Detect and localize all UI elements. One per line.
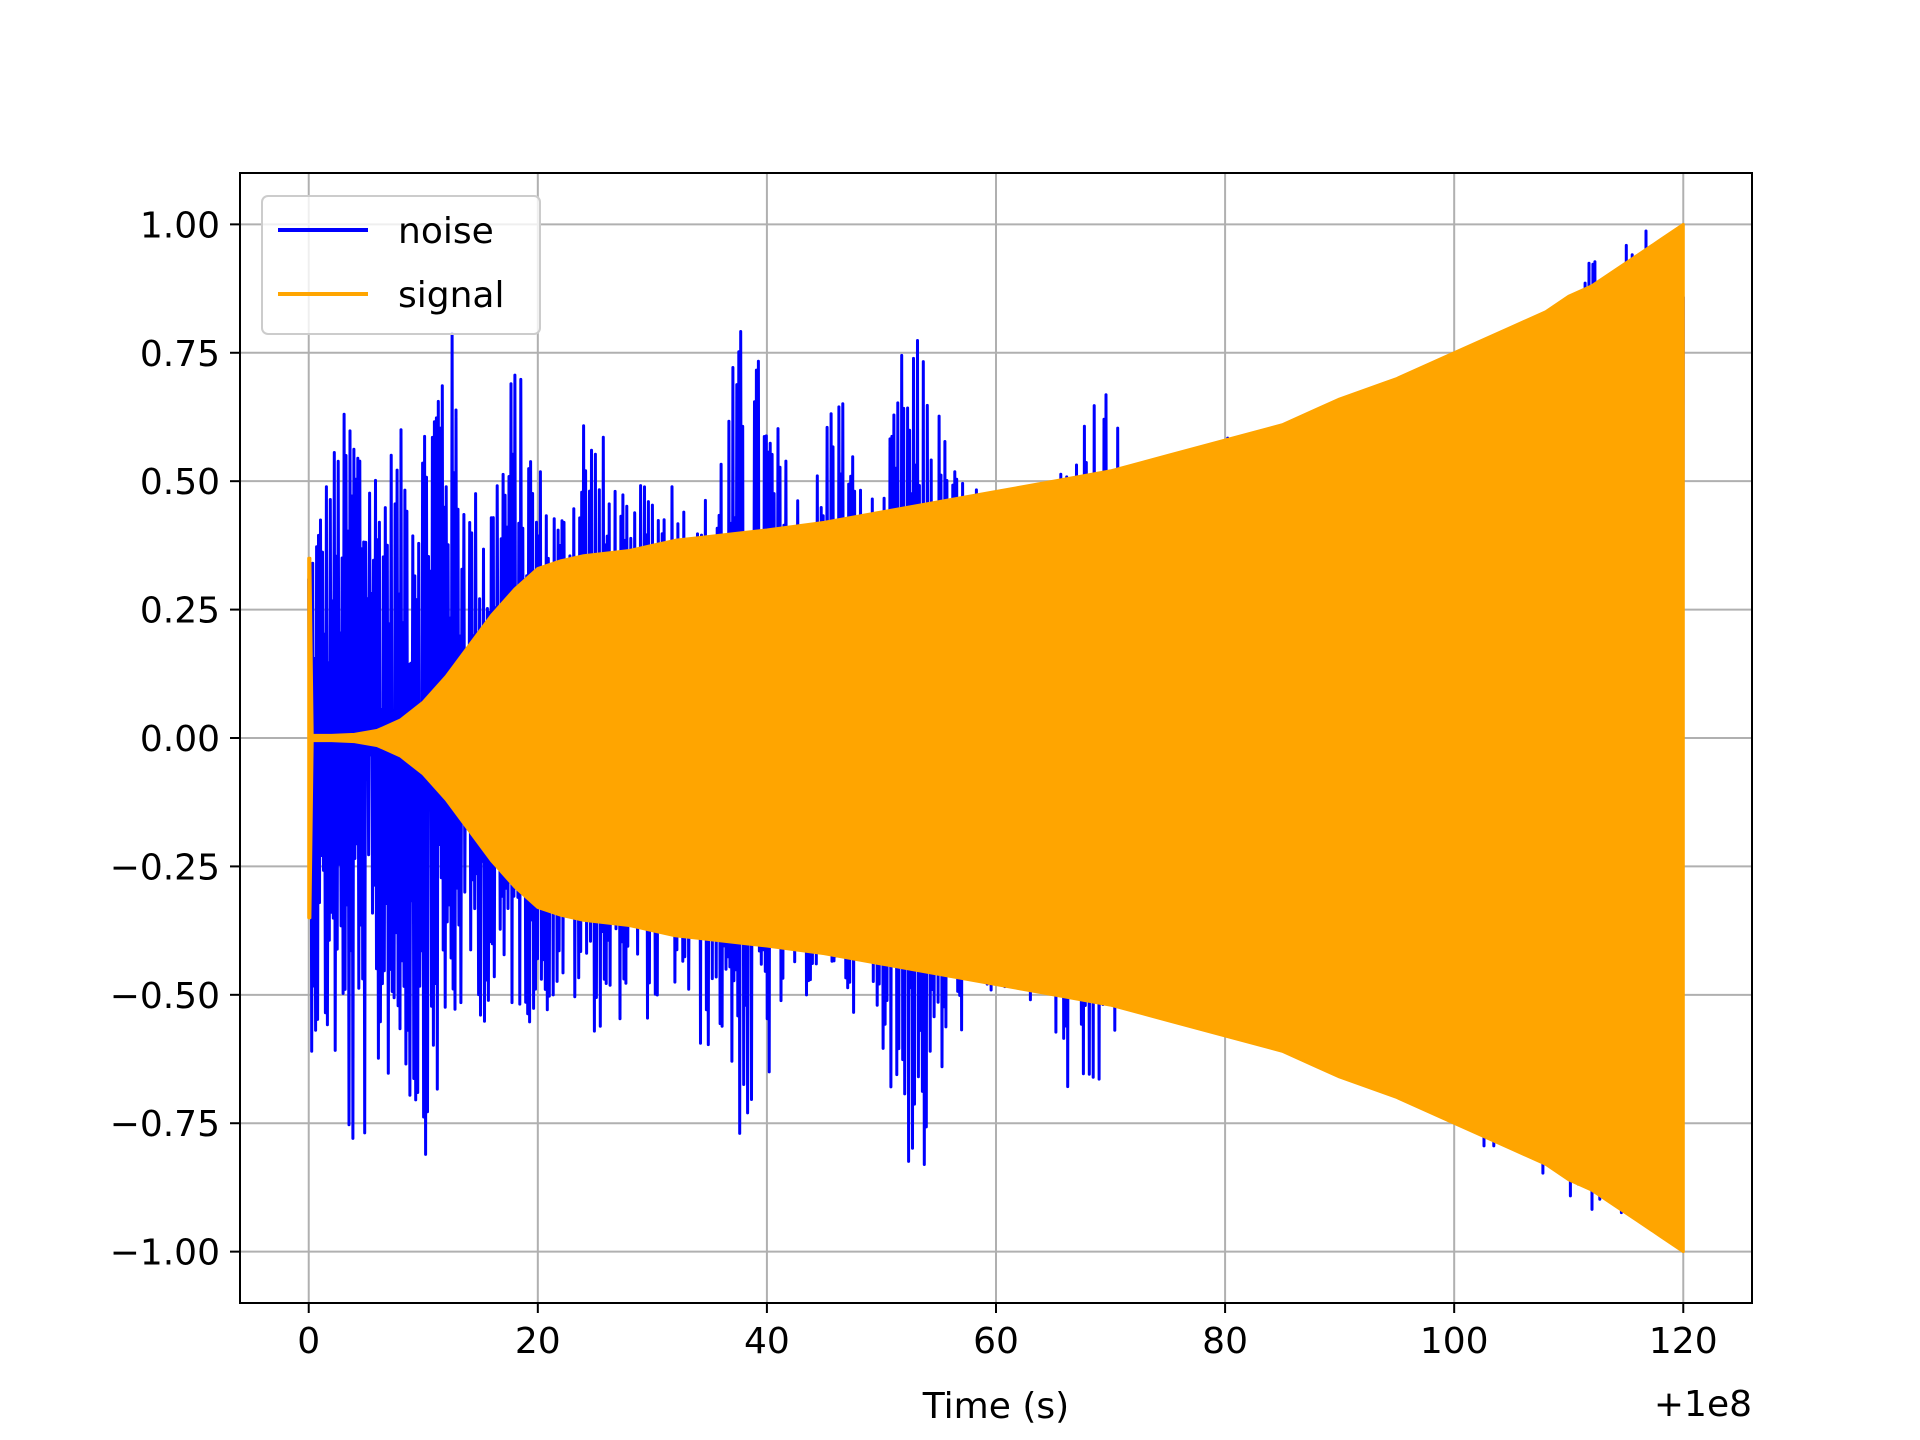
x-tick-label: 120	[1649, 1321, 1718, 1362]
y-tick-label: 0.00	[140, 719, 220, 760]
data-series	[307, 222, 1685, 1254]
x-axis-offset-label: +1e8	[1654, 1384, 1752, 1425]
y-tick-label: 0.75	[140, 334, 220, 375]
y-tick-label: 0.25	[140, 591, 220, 632]
x-tick-label: 80	[1202, 1321, 1248, 1362]
x-tick-label: 20	[515, 1321, 561, 1362]
x-tick-label: 60	[973, 1321, 1019, 1362]
series-signal-area	[307, 222, 1685, 1254]
y-axis-ticks: 1.00 0.75 0.50 0.25 0.00 −0.25 −0.50 −0.75 −1.00	[110, 205, 240, 1274]
y-tick-label: −0.25	[110, 847, 220, 888]
y-tick-label: −0.75	[110, 1104, 220, 1145]
y-tick-label: 0.50	[140, 462, 220, 503]
legend-label-noise: noise	[398, 211, 494, 252]
legend: noise signal	[261, 195, 541, 335]
y-tick-label: −1.00	[110, 1233, 220, 1274]
x-tick-label: 100	[1420, 1321, 1489, 1362]
y-tick-label: 1.00	[140, 205, 220, 246]
x-axis-ticks: 0 20 40 60 80 100 120	[297, 1303, 1718, 1362]
x-axis-label: Time (s)	[922, 1386, 1069, 1427]
legend-label-signal: signal	[398, 275, 505, 316]
x-tick-label: 0	[297, 1321, 320, 1362]
x-tick-label: 40	[744, 1321, 790, 1362]
y-tick-label: −0.50	[110, 976, 220, 1017]
